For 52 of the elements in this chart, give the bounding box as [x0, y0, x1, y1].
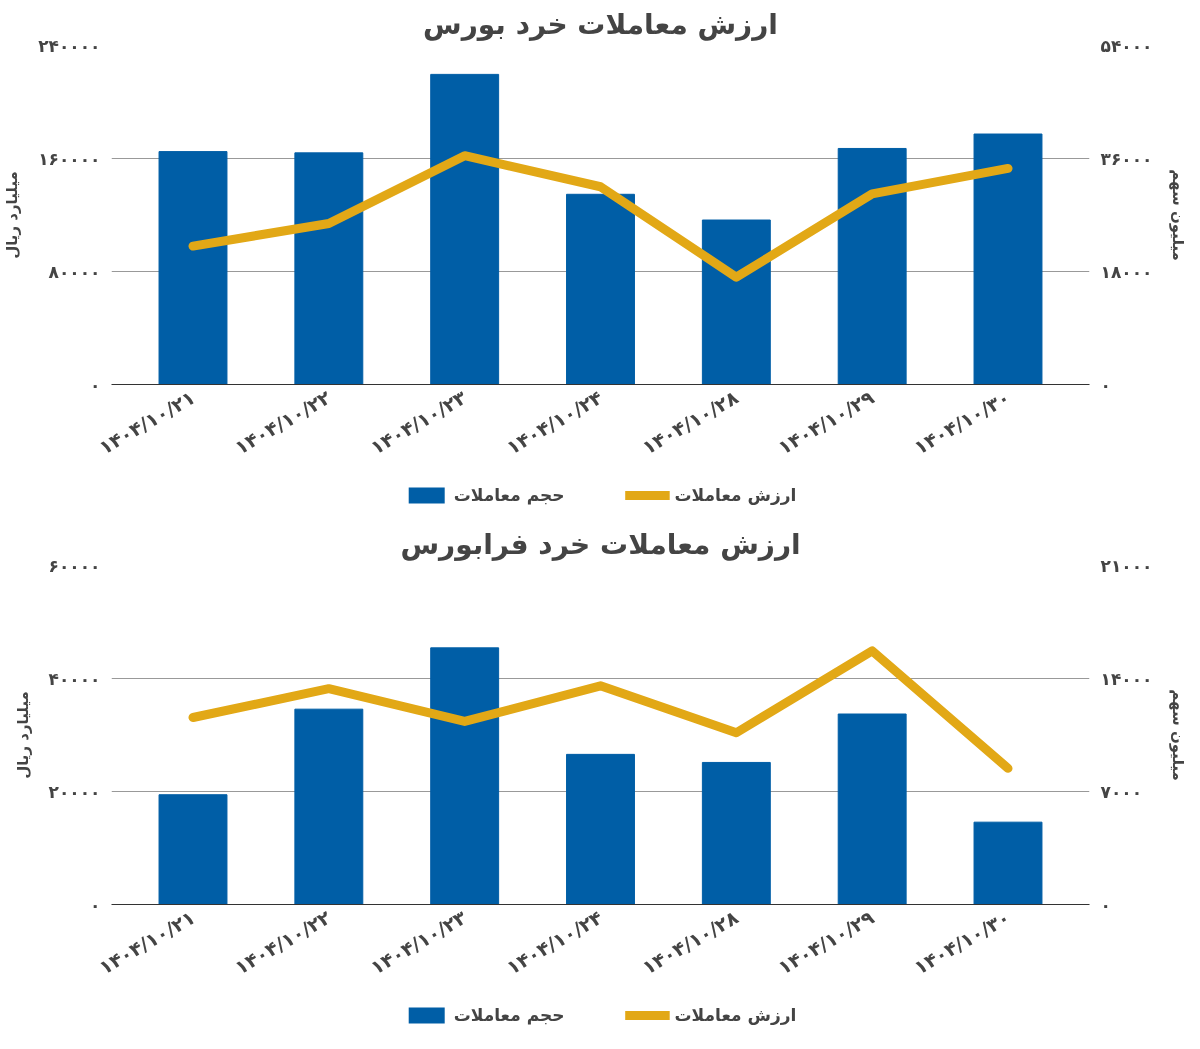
bar: [837, 713, 907, 905]
y-tick-label: ۰: [90, 374, 101, 395]
bar: [158, 794, 228, 905]
bar: [973, 133, 1043, 385]
x-tick-label: ۱۴۰۴/۱۰/۲۹: [774, 905, 879, 979]
y-tick-label: ۴۰۰۰۰: [48, 668, 101, 689]
bar: [294, 708, 364, 905]
x-tick-label: ۱۴۰۴/۱۰/۲۹: [774, 385, 879, 459]
legend-label: ارزش معاملات: [674, 485, 797, 505]
legend-label: حجم معاملات: [453, 485, 565, 505]
bar: [701, 219, 771, 385]
bar: [566, 753, 635, 905]
legend-label: ارزش معاملات: [674, 1005, 797, 1025]
chart-title: ارزش معاملات خرد بورس: [423, 7, 778, 41]
y-tick-label: ۱۶۰۰۰۰: [38, 148, 101, 169]
y-tick-label: ۰: [90, 894, 101, 915]
x-tick-label: ۱۴۰۴/۱۰/۲۲: [230, 905, 335, 979]
bar: [701, 761, 771, 905]
bar: [973, 821, 1043, 905]
y2-tick-label: ۱۴۰۰۰: [1100, 668, 1153, 689]
legend-label: حجم معاملات: [453, 1005, 565, 1025]
x-tick-label: ۱۴۰۴/۱۰/۲۴: [502, 905, 606, 979]
y-tick-label: ۲۰۰۰۰: [48, 781, 101, 802]
bar: [837, 147, 907, 385]
x-tick-label: ۱۴۰۴/۱۰/۲۸: [638, 385, 743, 459]
y-tick-label: ۶۰۰۰۰: [48, 555, 101, 576]
x-tick-label: ۱۴۰۴/۱۰/۲۳: [366, 905, 471, 979]
y-axis-title: میلیارد ریال: [3, 171, 22, 259]
y2-tick-label: ۷۰۰۰: [1100, 781, 1143, 802]
y2-tick-label: ۰: [1100, 894, 1111, 915]
x-tick-label: ۱۴۰۴/۱۰/۲۳: [366, 385, 471, 459]
x-tick-label: ۱۴۰۴/۱۰/۳۰: [910, 905, 1014, 979]
y-tick-label: ۸۰۰۰۰: [48, 261, 101, 282]
y2-tick-label: ۱۸۰۰۰: [1100, 261, 1153, 282]
x-tick-label: ۱۴۰۴/۱۰/۲۸: [638, 905, 743, 979]
y2-tick-label: ۳۶۰۰۰: [1100, 148, 1153, 169]
bar: [566, 193, 635, 385]
bar: [430, 647, 500, 905]
y2-tick-label: ۵۴۰۰۰: [1100, 35, 1153, 56]
y2-axis-title: میلیون سهم: [1169, 689, 1188, 781]
y-axis-title: میلیارد ریال: [13, 691, 32, 779]
x-tick-label: ۱۴۰۴/۱۰/۲۲: [230, 385, 335, 459]
y2-tick-label: ۲۱۰۰۰: [1100, 555, 1153, 576]
y2-tick-label: ۰: [1100, 374, 1111, 395]
x-tick-label: ۱۴۰۴/۱۰/۳۰: [910, 385, 1014, 459]
x-tick-label: ۱۴۰۴/۱۰/۲۴: [502, 385, 606, 459]
y-tick-label: ۲۴۰۰۰۰: [38, 35, 101, 56]
bar: [158, 151, 228, 385]
bar: [430, 73, 500, 385]
chart-title: ارزش معاملات خرد فرابورس: [400, 527, 801, 561]
bar: [294, 152, 364, 385]
y2-axis-title: میلیون سهم: [1169, 169, 1188, 261]
